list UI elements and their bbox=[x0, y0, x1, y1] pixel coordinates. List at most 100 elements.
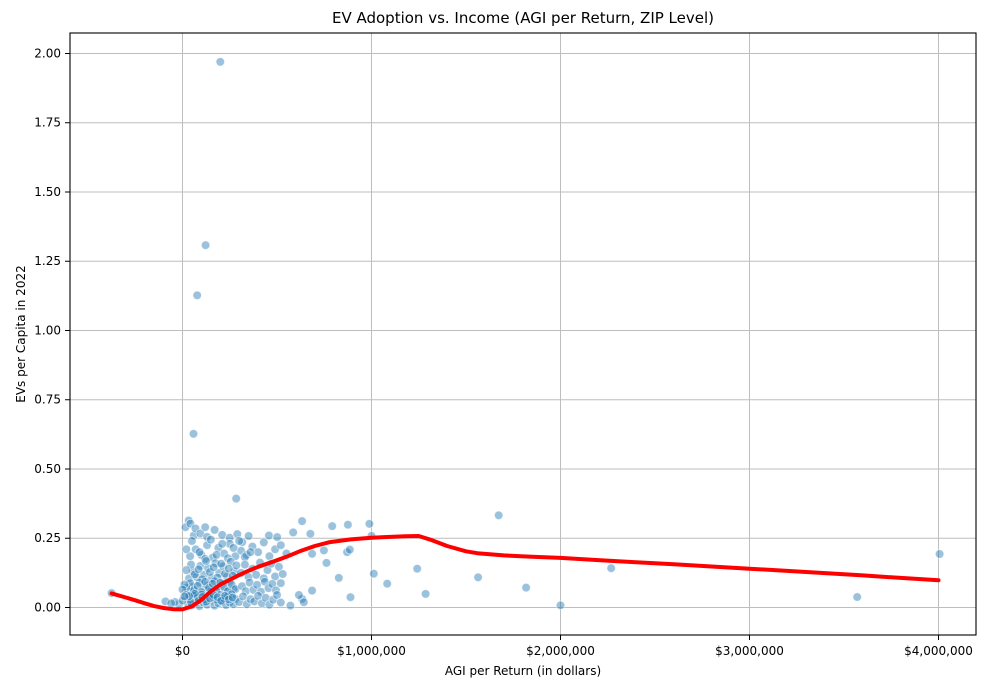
scatter-point bbox=[215, 57, 226, 67]
scatter-point bbox=[179, 579, 190, 590]
scatter-point bbox=[253, 547, 263, 557]
scatter-point bbox=[232, 529, 243, 539]
scatter-point bbox=[343, 519, 353, 530]
scatter-point bbox=[188, 429, 199, 439]
scatter-point bbox=[243, 531, 254, 541]
scatter-point bbox=[420, 589, 431, 599]
y-tick-label: 1.25 bbox=[34, 254, 61, 268]
scatter-point bbox=[241, 586, 251, 596]
scatter-point bbox=[216, 596, 226, 606]
scatter-point bbox=[934, 549, 945, 559]
scatter-point bbox=[285, 600, 296, 611]
scatter-point bbox=[187, 536, 197, 546]
scatter-point bbox=[307, 585, 317, 596]
y-tick-label: 2.00 bbox=[34, 46, 61, 60]
scatter-point bbox=[244, 577, 255, 588]
scatter-point bbox=[181, 544, 192, 555]
y-tick-label: 0.25 bbox=[34, 531, 61, 545]
scatter-point bbox=[200, 522, 210, 532]
scatter-point bbox=[271, 585, 281, 596]
x-tick-label: $3,000,000 bbox=[715, 644, 784, 658]
scatter-point bbox=[206, 534, 216, 545]
scatter-point bbox=[170, 597, 180, 607]
y-tick-label: 1.50 bbox=[34, 185, 61, 199]
scatter-point bbox=[852, 592, 862, 602]
scatter-point bbox=[345, 592, 356, 602]
scatter-point bbox=[369, 568, 379, 579]
scatter-point bbox=[201, 556, 211, 566]
scatter-point bbox=[192, 290, 202, 301]
scatter-point bbox=[220, 568, 230, 579]
scatter-point bbox=[190, 523, 201, 534]
scatter-point bbox=[216, 558, 226, 569]
x-tick-label: $2,000,000 bbox=[526, 644, 595, 658]
scatter-point bbox=[208, 562, 219, 573]
y-tick-label: 1.00 bbox=[34, 323, 61, 337]
y-tick-label: 0.50 bbox=[34, 462, 61, 476]
scatter-point bbox=[247, 541, 258, 552]
scatter-point bbox=[240, 559, 250, 570]
trend-line bbox=[109, 534, 941, 612]
scatter-point bbox=[234, 536, 244, 546]
scatter-point bbox=[179, 591, 190, 602]
scatter-point bbox=[606, 563, 616, 573]
scatter-point bbox=[212, 592, 223, 602]
scatter-point bbox=[412, 563, 422, 574]
scatter-point bbox=[180, 522, 191, 532]
y-tick-label: 0.00 bbox=[34, 600, 61, 614]
scatter-point bbox=[334, 573, 344, 583]
scatter-point bbox=[327, 521, 337, 531]
x-tick-label: $4,000,000 bbox=[904, 644, 973, 658]
scatter-point bbox=[193, 564, 204, 575]
scatter-point bbox=[277, 569, 288, 579]
scatter-point bbox=[220, 591, 230, 601]
scatter-point bbox=[276, 597, 286, 608]
scatter-point bbox=[209, 525, 220, 535]
scatter-point bbox=[473, 572, 483, 583]
scatter-point bbox=[288, 527, 298, 538]
scatter-point bbox=[264, 599, 275, 610]
scatter-point bbox=[299, 597, 309, 607]
scatter-point bbox=[321, 558, 332, 568]
scatter-point bbox=[364, 519, 375, 529]
scatter-point bbox=[307, 549, 317, 559]
scatter-point bbox=[185, 518, 196, 529]
scatter-point bbox=[190, 569, 200, 580]
scatter-point bbox=[231, 560, 242, 571]
scatter-point bbox=[276, 540, 286, 550]
scatter-point bbox=[194, 547, 205, 557]
y-tick-label: 1.75 bbox=[34, 116, 61, 130]
scatter-point bbox=[264, 551, 275, 561]
scatter-point bbox=[272, 590, 282, 600]
scatter-point bbox=[274, 562, 284, 572]
scatter-point bbox=[305, 529, 316, 539]
scatter-point bbox=[217, 539, 227, 549]
scatter-point bbox=[160, 596, 171, 607]
x-axis-label: AGI per Return (in dollars) bbox=[444, 664, 602, 678]
scatter-point bbox=[227, 592, 238, 603]
scatter-point bbox=[245, 547, 256, 557]
scatter-point bbox=[521, 582, 531, 593]
x-tick-label: $0 bbox=[175, 644, 190, 658]
scatter-point bbox=[181, 565, 192, 575]
scatter-point bbox=[297, 516, 307, 526]
chart-title: EV Adoption vs. Income (AGI per Return, … bbox=[331, 9, 715, 27]
scatter-point bbox=[319, 545, 329, 556]
scatter-point bbox=[202, 540, 212, 550]
scatter-point bbox=[225, 557, 236, 567]
scatter-point bbox=[345, 544, 355, 555]
scatter-point bbox=[237, 581, 247, 591]
scatter-point bbox=[294, 590, 304, 600]
scatter-point bbox=[555, 600, 566, 611]
scatter-point bbox=[382, 578, 392, 589]
scatter-point bbox=[276, 578, 286, 588]
scatter-point bbox=[231, 493, 241, 504]
scatter-point bbox=[272, 532, 282, 542]
x-tick-label: $1,000,000 bbox=[337, 644, 406, 658]
scatter-point bbox=[251, 570, 261, 580]
scatter-point bbox=[166, 598, 176, 609]
scatter-point bbox=[200, 240, 211, 250]
scatter-point bbox=[253, 591, 263, 601]
